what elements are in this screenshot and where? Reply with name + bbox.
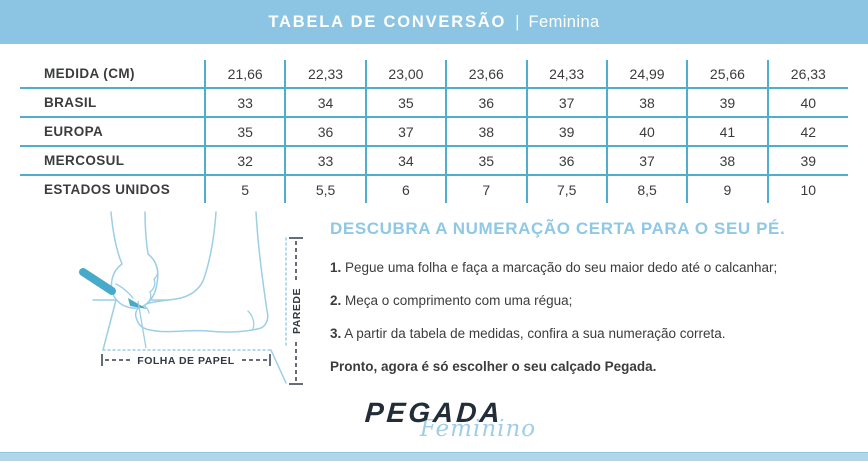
cell: 42 [766, 117, 848, 147]
cell: 23,00 [364, 60, 447, 89]
conversion-table: MEDIDA (CM) 21,66 22,33 23,00 23,66 24,3… [20, 60, 848, 203]
cell: 6 [364, 175, 447, 203]
cell: 38 [605, 88, 688, 118]
heel-detail-line [247, 310, 255, 330]
foot-measurement-illustration: FOLHA DE PAPEL PAREDE [68, 208, 323, 396]
instructions-heading: DESCUBRA A NUMERAÇÃO CERTA PARA O SEU PÉ… [330, 219, 786, 238]
table-row-medida: MEDIDA (CM) 21,66 22,33 23,00 23,66 24,3… [20, 60, 848, 89]
cell: 32 [203, 146, 286, 176]
row-label: BRASIL [20, 88, 205, 118]
cell: 36 [525, 146, 607, 176]
cell: 37 [525, 88, 607, 118]
cell: 41 [686, 117, 768, 147]
cell: 23,66 [445, 60, 527, 89]
step-number: 1. [330, 260, 342, 275]
instruction-step-1: 1. Pegue uma folha e faça a marcação do … [330, 260, 860, 275]
step-text: Pegue uma folha e faça a marcação do seu… [345, 260, 778, 275]
toe-mark-line [137, 300, 147, 349]
instructions-closing: Pronto, agora é só escolher o seu calçad… [330, 359, 657, 374]
wall-floor-edge [270, 349, 287, 384]
brand-logo: PEGADA Feminino [0, 397, 868, 442]
cell: 35 [445, 146, 527, 176]
cell: 40 [766, 88, 848, 118]
cell: 36 [445, 88, 527, 118]
footer-accent-bar [0, 452, 868, 461]
cell: 33 [284, 146, 366, 176]
table-row-europa: EUROPA 35 36 37 38 39 40 41 42 [20, 117, 848, 147]
cell: 9 [686, 175, 768, 203]
wall-label: PAREDE [291, 288, 303, 334]
step-text: A partir da tabela de medidas, confira a… [344, 326, 726, 341]
paper-label: FOLHA DE PAPEL [137, 355, 235, 367]
cell: 37 [364, 117, 447, 147]
instruction-step-2: 2. Meça o comprimento com uma régua; [330, 293, 860, 308]
paper-left-edge [102, 299, 117, 351]
knuckles-line [144, 265, 159, 306]
wall-measure [289, 237, 303, 385]
page-title: TABELA DE CONVERSÃO [268, 12, 507, 31]
cell: 5 [203, 175, 286, 203]
cell: 24,99 [605, 60, 688, 89]
paper-measure [101, 354, 271, 366]
row-label: EUROPA [20, 117, 205, 147]
foot-measurement-drawing: FOLHA DE PAPEL PAREDE [79, 211, 303, 385]
cell: 37 [605, 146, 688, 176]
row-label: ESTADOS UNIDOS [44, 182, 171, 197]
cell: 8,5 [605, 175, 688, 203]
row-label: MERCOSUL [20, 146, 205, 176]
cell: 5,5 [284, 175, 366, 203]
page-subtitle: Feminina [528, 12, 600, 31]
cell: 25,66 [686, 60, 768, 89]
table-row-mercosul: MERCOSUL 32 33 34 35 36 37 38 39 [20, 146, 848, 176]
cell: 33 [203, 88, 286, 118]
instruction-step-3: 3. A partir da tabela de medidas, confir… [330, 326, 860, 341]
step-number: 2. [330, 293, 342, 308]
header-bar: TABELA DE CONVERSÃO | Feminina [0, 0, 868, 44]
cell: 35 [364, 88, 447, 118]
title-separator: | [515, 12, 520, 31]
cell: 39 [686, 88, 768, 118]
cell: 36 [284, 117, 366, 147]
cell: 7 [445, 175, 527, 203]
cell: 24,33 [525, 60, 607, 89]
cell: 35 [203, 117, 286, 147]
cell: 34 [364, 146, 447, 176]
cell: 40 [605, 117, 688, 147]
pencil-tip-icon [128, 298, 147, 309]
pencil-icon [79, 268, 116, 295]
cell: 26,33 [766, 60, 848, 89]
cell: 34 [284, 88, 366, 118]
cell: 7,5 [525, 175, 607, 203]
cell: 39 [525, 117, 607, 147]
step-number: 3. [330, 326, 342, 341]
table-row-estados-unidos: ESTADOS UNIDOS 5 5,5 6 7 7,5 8,5 9 10 [20, 175, 848, 203]
cell: 38 [686, 146, 768, 176]
cell: 38 [445, 117, 527, 147]
brand-name: PEGADA [364, 397, 505, 428]
cell: 39 [766, 146, 848, 176]
cell: 10 [766, 175, 848, 203]
instructions-section: DESCUBRA A NUMERAÇÃO CERTA PARA O SEU PÉ… [330, 219, 860, 392]
table-row-brasil: BRASIL 33 34 35 36 37 38 39 40 [20, 88, 848, 118]
cell: 21,66 [203, 60, 286, 89]
step-text: Meça o comprimento com uma régua; [345, 293, 573, 308]
brand-line: Feminino [419, 416, 537, 442]
row-label: MEDIDA (CM) [20, 60, 205, 89]
thumb-line [115, 283, 134, 299]
cell: 22,33 [284, 60, 366, 89]
